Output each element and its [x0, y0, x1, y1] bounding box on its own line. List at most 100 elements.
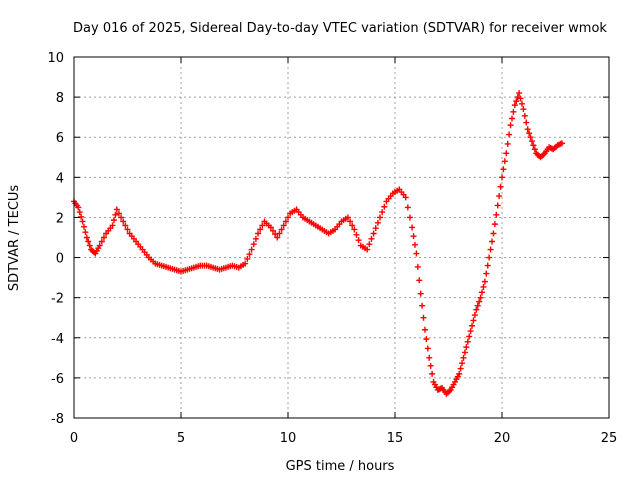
y-tick-label: 6 [56, 131, 64, 146]
data-point [558, 140, 565, 147]
data-point [473, 306, 480, 313]
data-point [477, 294, 484, 301]
data-point [100, 234, 107, 241]
data-point [506, 131, 513, 138]
data-point [344, 214, 351, 221]
data-point [366, 241, 373, 248]
data-point [80, 223, 87, 230]
data-point [467, 328, 474, 335]
data-point [513, 98, 520, 105]
data-point [464, 338, 471, 345]
data-point [491, 221, 498, 228]
data-point [516, 90, 523, 97]
data-point [523, 119, 530, 126]
data-point [510, 108, 517, 115]
data-point [109, 222, 116, 229]
grid-lines [74, 57, 609, 418]
y-tick-label: 8 [56, 91, 64, 106]
x-tick-label: 5 [177, 431, 185, 446]
data-point [112, 211, 119, 218]
data-point [96, 242, 103, 249]
data-point [76, 209, 83, 216]
data-point [493, 211, 500, 218]
data-point [374, 219, 381, 226]
x-tick-label: 25 [601, 431, 618, 446]
data-point [497, 183, 504, 190]
data-point [419, 302, 426, 309]
data-point [420, 314, 427, 321]
data-point [244, 255, 251, 262]
data-point [500, 166, 507, 173]
data-point [469, 322, 476, 329]
data-point [75, 204, 82, 211]
data-point [122, 222, 129, 229]
data-point [377, 214, 384, 221]
data-point [527, 134, 534, 141]
y-tick-label: 4 [56, 171, 64, 186]
data-point [379, 209, 386, 216]
data-point [417, 290, 424, 297]
plot-frame [73, 56, 610, 419]
data-point [78, 213, 85, 220]
data-point [250, 241, 257, 248]
data-point [481, 278, 488, 285]
data-point [416, 277, 423, 284]
y-tick-label: 10 [47, 51, 64, 66]
y-tick-label: -2 [51, 292, 64, 307]
data-point [368, 235, 375, 242]
data-point [110, 217, 117, 224]
data-point [459, 360, 466, 367]
data-point [255, 230, 262, 237]
data-point [282, 218, 289, 225]
data-point [521, 112, 528, 119]
data-point [526, 130, 533, 137]
axes: 0 5 10 15 20 25 -8 -6 -4 -2 0 2 4 6 8 10 [47, 51, 617, 446]
data-point [370, 230, 377, 237]
data-point [487, 246, 494, 253]
data-point [285, 214, 291, 221]
data-point [486, 254, 493, 261]
data-point [504, 140, 511, 147]
data-point [349, 222, 356, 229]
chart-title: Day 016 of 2025, Sidereal Day-to-day VTE… [73, 21, 607, 36]
x-tick-label: 20 [494, 431, 511, 446]
data-point [85, 238, 92, 245]
data-point [484, 262, 491, 269]
data-point [270, 227, 277, 234]
data-point [496, 193, 503, 200]
data-point [404, 204, 411, 211]
data-point [463, 344, 470, 351]
y-tick-label: -4 [51, 332, 64, 347]
data-point [421, 326, 428, 333]
x-tick-label: 10 [280, 431, 297, 446]
data-point [118, 214, 125, 221]
data-point [474, 302, 481, 309]
data-point [98, 238, 105, 245]
data-point [461, 349, 468, 356]
data-point [242, 260, 249, 267]
data-point [351, 226, 358, 233]
data-point [113, 206, 120, 213]
y-tick-label: 0 [56, 252, 64, 267]
data-point [257, 226, 264, 233]
data-point [355, 237, 362, 244]
data-point [483, 270, 490, 277]
data-point [414, 263, 421, 270]
data-point [409, 224, 416, 231]
data-point [267, 224, 274, 231]
data-point [248, 246, 255, 253]
data-point [252, 235, 259, 242]
data-point [413, 250, 420, 257]
data-point [423, 336, 430, 343]
data-point [274, 234, 281, 241]
data-point [353, 231, 360, 238]
y-tick-label: -8 [51, 412, 64, 427]
data-point [427, 362, 434, 369]
data-point [372, 225, 379, 232]
data-point [501, 158, 508, 165]
data-point [259, 222, 266, 229]
data-point [499, 174, 505, 181]
data-point [476, 298, 483, 305]
data-point [460, 354, 467, 361]
data-point [456, 370, 463, 377]
